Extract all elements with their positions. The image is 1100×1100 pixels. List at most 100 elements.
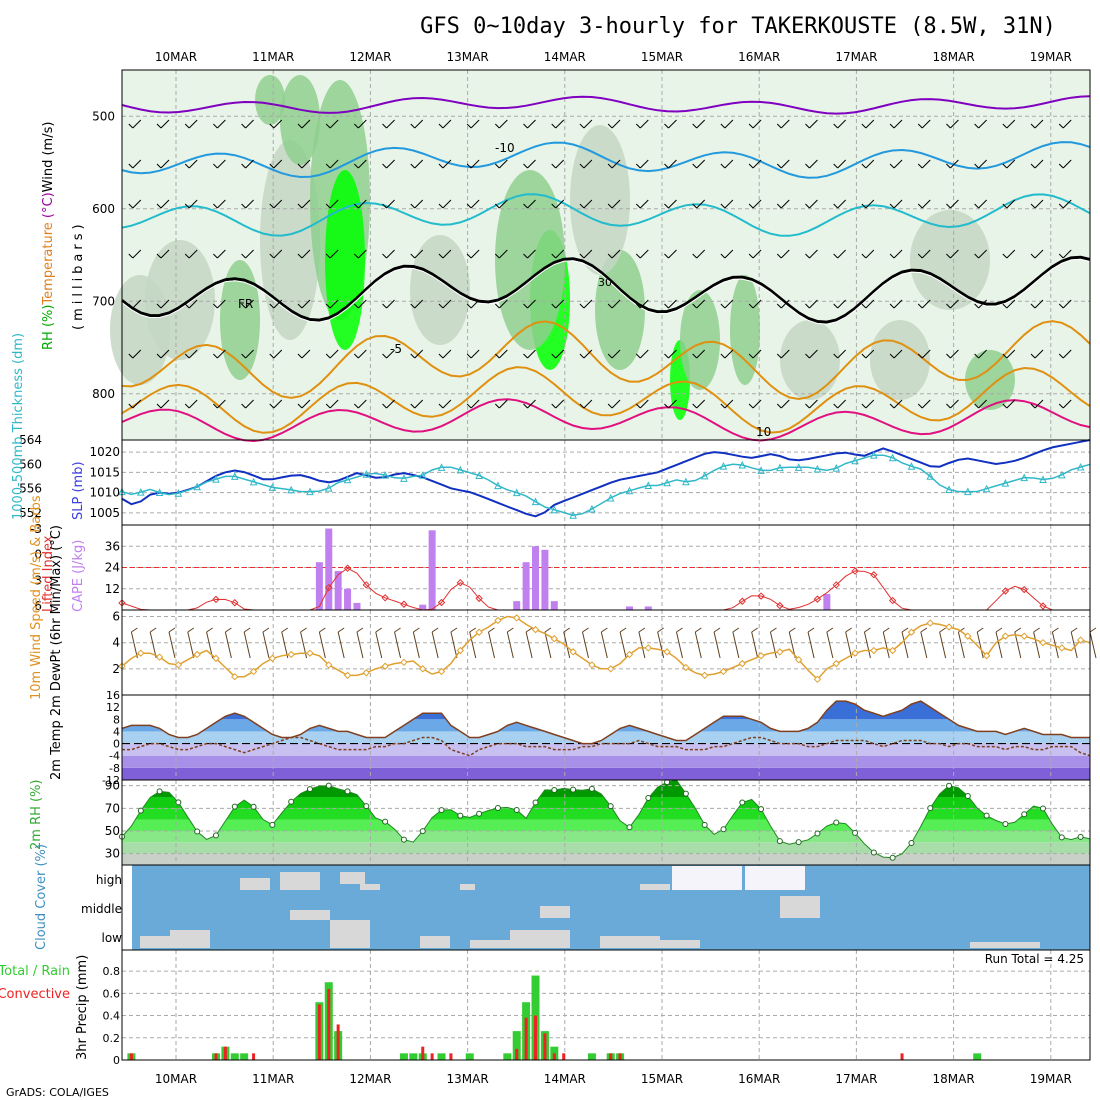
wind-barb — [889, 403, 895, 409]
wind-barb-10m — [1014, 627, 1022, 633]
wind-barb — [269, 253, 275, 259]
wind-barb — [1006, 159, 1016, 169]
wind-speed-marker — [606, 665, 615, 673]
wind-barb — [273, 349, 283, 359]
rh-band — [122, 797, 1090, 809]
wind-barb — [1030, 303, 1036, 309]
wind-ylabel: 10m Wind Speed (m/s) & Barbs — [29, 495, 44, 700]
rh-marker — [758, 806, 765, 813]
wind-barb — [950, 349, 959, 359]
wind-barb — [664, 253, 669, 259]
wind-barb — [950, 249, 959, 259]
wind-barb — [748, 303, 754, 309]
wind-barb — [386, 349, 395, 359]
wind-barb-10m — [657, 627, 664, 633]
cloud-block — [470, 940, 510, 948]
wind-speed-marker — [663, 648, 671, 656]
thickness-marker — [888, 453, 897, 462]
wind-barb-10m — [957, 631, 965, 659]
rh-marker — [175, 799, 182, 806]
wind-barb — [607, 163, 613, 169]
thickness-marker — [682, 477, 690, 486]
rh-marker — [927, 805, 934, 812]
wind-barb — [917, 303, 923, 309]
wind-barb — [833, 203, 839, 209]
wind-barb-10m — [319, 627, 326, 633]
thickness-marker — [249, 477, 258, 486]
wind-barb — [353, 253, 359, 259]
thickness-marker — [719, 461, 728, 470]
wind-barb — [805, 353, 810, 359]
wind-barb — [664, 303, 669, 309]
wind-barb — [466, 403, 472, 409]
wind-barb — [720, 203, 726, 209]
wind-barb — [639, 249, 649, 259]
y-tick-temp: -4 — [109, 750, 120, 763]
wind-barb — [128, 203, 134, 209]
wind-barb — [245, 349, 254, 359]
isotherm-plus10 — [121, 398, 1091, 443]
thickness-marker — [268, 483, 277, 491]
profile-ylabel: RH (%)Temperature (°C)Wind (m/s) — [41, 122, 56, 350]
cape-bar — [823, 594, 831, 610]
wind-barb — [527, 199, 536, 209]
wind-barb — [527, 349, 536, 359]
wind-barb — [156, 403, 162, 409]
wind-barb — [635, 163, 641, 169]
wind-barb-10m — [675, 631, 683, 659]
wind-barb — [865, 119, 875, 129]
cold-band — [122, 767, 1090, 780]
wind-barb-10m — [751, 627, 758, 633]
wind-barb — [555, 159, 565, 169]
rh-marker — [156, 788, 163, 795]
cloud-block — [420, 936, 450, 948]
wind-barb-10m — [394, 631, 402, 659]
wind-barb — [241, 123, 246, 129]
slp-panel — [121, 439, 1091, 526]
date-label-bottom: 11MAR — [252, 1072, 294, 1086]
wind-barb — [639, 199, 649, 209]
wind-barb — [213, 403, 218, 409]
wind-barb — [414, 399, 424, 409]
wind-barb — [132, 199, 142, 209]
wind-barb-10m — [431, 627, 439, 633]
cold-band — [122, 743, 1090, 756]
wind-barb — [833, 253, 839, 259]
thickness-marker — [1001, 479, 1010, 487]
thickness-marker — [362, 470, 371, 478]
li-marker — [757, 592, 765, 600]
wind-barb — [921, 399, 931, 409]
wind-barb — [527, 119, 536, 129]
thickness-marker — [926, 472, 935, 480]
wind-barb — [386, 299, 395, 309]
y-tick-li: 3 — [34, 573, 42, 587]
wind-barb — [1058, 303, 1064, 309]
wind-speed-marker — [287, 650, 295, 659]
wind-barb — [160, 249, 170, 259]
rh-marker — [194, 828, 201, 835]
wind-barb — [833, 163, 839, 169]
wind-barb — [692, 303, 698, 309]
wind-barb — [213, 163, 218, 169]
wind-barb — [635, 203, 641, 209]
wind-barb — [583, 299, 593, 309]
wind-barb — [978, 249, 987, 259]
wind-barb — [188, 249, 198, 259]
wind-barb — [551, 163, 557, 169]
wind-barb — [946, 203, 951, 209]
rh-area — [410, 235, 470, 345]
wind-barb — [527, 299, 536, 309]
rh-marker — [852, 829, 859, 836]
wind-barb-10m — [882, 631, 890, 659]
y-tick-pressure: 600 — [92, 202, 115, 216]
wind-barb — [720, 403, 726, 409]
wind-barb — [974, 403, 979, 409]
wind-barb — [583, 159, 593, 169]
wind-barb — [217, 399, 226, 409]
wind-barb — [357, 119, 367, 129]
rh-marker — [814, 830, 821, 837]
wind-barb-10m — [262, 627, 270, 633]
wind-barb-10m — [601, 627, 608, 633]
wind-barb — [269, 203, 275, 209]
